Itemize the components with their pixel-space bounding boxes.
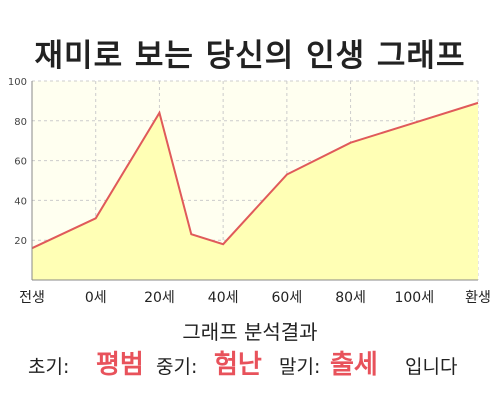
- early-label: 초기:: [28, 356, 70, 378]
- y-tick-label: 60: [14, 157, 27, 168]
- result-summary: 초기: 평범 중기: 험난 말기: 출세 입니다: [0, 344, 500, 384]
- x-tick-label: 40세: [208, 290, 239, 306]
- page-title: 재미로 보는 당신의 인생 그래프: [34, 38, 466, 74]
- y-tick-label: 20: [14, 236, 27, 247]
- x-tick-label: 환생: [465, 290, 491, 306]
- mid-label: 중기:: [156, 356, 198, 378]
- late-value: 출세: [330, 350, 378, 380]
- x-tick-label: 전생: [19, 290, 45, 306]
- x-tick-label: 20세: [144, 290, 175, 306]
- result-heading: 그래프 분석결과: [182, 320, 318, 344]
- x-tick-label: 100세: [394, 290, 434, 306]
- x-tick-label: 80세: [335, 290, 366, 306]
- mid-value: 험난: [214, 350, 262, 380]
- series-line: [31, 101, 479, 250]
- y-tick-label: 80: [14, 117, 27, 128]
- x-tick-label: 60세: [272, 290, 303, 306]
- y-tick-label: 100: [8, 77, 27, 88]
- x-tick-label: 0세: [85, 290, 107, 306]
- y-tick-label: 40: [14, 196, 27, 207]
- ending-text: 입니다: [405, 356, 458, 378]
- late-label: 말기:: [279, 356, 321, 378]
- area-fill: [32, 102, 478, 280]
- early-value: 평범: [96, 350, 144, 380]
